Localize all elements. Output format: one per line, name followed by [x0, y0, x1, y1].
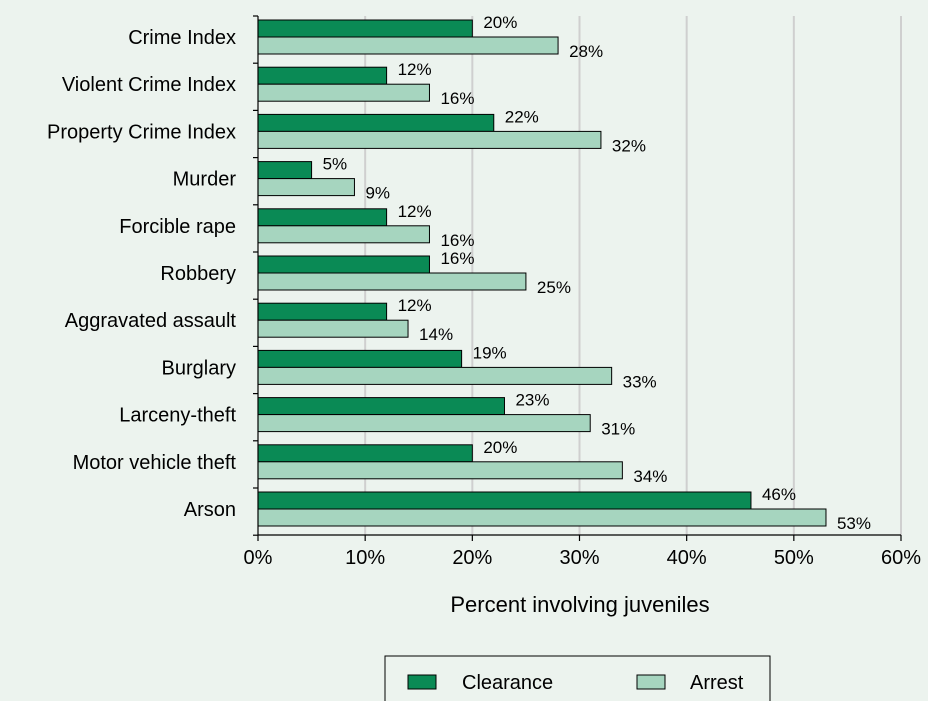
bar-clearance-larceny-theft [257, 397, 505, 416]
bar-clearance-crime-index [257, 19, 473, 38]
bar-clearance-burglary [257, 349, 463, 368]
bar-clearance-arson [257, 491, 752, 510]
data-label-clearance-crime-index: 20% [483, 13, 517, 32]
data-label-clearance-arson: 46% [762, 485, 796, 504]
bar-arrest-murder [257, 178, 355, 197]
category-label-burglary: Burglary [162, 357, 236, 379]
bar-clearance-robbery [257, 255, 430, 274]
bar-arrest-motor-vehicle-theft [257, 461, 623, 480]
data-label-arrest-aggravated-assault: 14% [419, 325, 453, 344]
legend-label-clearance: Clearance [462, 672, 553, 694]
bar-arrest-crime-index [257, 36, 559, 55]
data-label-clearance-property-crime-index: 22% [505, 107, 539, 126]
data-label-clearance-aggravated-assault: 12% [398, 296, 432, 315]
legend-swatch-arrest [636, 674, 666, 690]
bar-clearance-violent-crime-index [257, 66, 388, 85]
legend-box [384, 655, 771, 701]
bar-arrest-larceny-theft [257, 414, 591, 433]
category-label-violent-crime-index: Violent Crime Index [62, 74, 236, 96]
bar-arrest-property-crime-index [257, 130, 602, 149]
legend-swatch-clearance [407, 674, 437, 690]
x-tick-label: 60% [881, 547, 921, 569]
x-axis-title: Percent involving juveniles [450, 592, 709, 617]
data-label-clearance-murder: 5% [323, 155, 348, 174]
data-label-clearance-larceny-theft: 23% [515, 391, 549, 410]
axes [253, 15, 902, 541]
bar-arrest-arson [257, 508, 827, 527]
data-label-arrest-robbery: 25% [537, 278, 571, 297]
data-label-clearance-violent-crime-index: 12% [398, 60, 432, 79]
data-label-clearance-motor-vehicle-theft: 20% [483, 438, 517, 457]
category-label-property-crime-index: Property Crime Index [47, 121, 236, 143]
legend: Clearance Arrest [384, 655, 771, 701]
data-label-arrest-property-crime-index: 32% [612, 136, 646, 155]
data-label-clearance-forcible-rape: 12% [398, 202, 432, 221]
data-label-clearance-robbery: 16% [440, 249, 474, 268]
category-label-motor-vehicle-theft: Motor vehicle theft [73, 452, 237, 474]
category-label-murder: Murder [173, 169, 237, 191]
category-label-larceny-theft: Larceny-theft [119, 405, 236, 427]
data-label-arrest-burglary: 33% [623, 372, 657, 391]
x-tick-label: 30% [559, 547, 599, 569]
legend-label-arrest: Arrest [690, 672, 744, 694]
data-labels: 20%28%12%16%22%32%5%9%12%16%16%25%12%14%… [323, 13, 871, 533]
bar-arrest-burglary [257, 366, 613, 385]
category-label-forcible-rape: Forcible rape [119, 216, 236, 238]
bar-clearance-murder [257, 161, 313, 180]
data-label-arrest-motor-vehicle-theft: 34% [633, 467, 667, 486]
bar-arrest-aggravated-assault [257, 319, 409, 338]
data-label-arrest-arson: 53% [837, 514, 871, 533]
x-tick-label: 0% [244, 547, 273, 569]
bars [257, 19, 827, 527]
x-tick-label: 50% [774, 547, 814, 569]
data-label-arrest-larceny-theft: 31% [601, 420, 635, 439]
data-label-arrest-crime-index: 28% [569, 42, 603, 61]
x-tick-label: 40% [667, 547, 707, 569]
tick-labels: 0% 10% 20% 30% 40% 50% 60% [244, 547, 922, 569]
category-label-aggravated-assault: Aggravated assault [65, 310, 237, 332]
bar-arrest-robbery [257, 272, 527, 291]
data-label-arrest-forcible-rape: 16% [440, 231, 474, 250]
bar-clearance-property-crime-index [257, 113, 495, 132]
category-label-arson: Arson [184, 499, 236, 521]
category-label-crime-index: Crime Index [128, 27, 236, 49]
data-label-clearance-burglary: 19% [473, 343, 507, 362]
bar-arrest-violent-crime-index [257, 83, 430, 102]
category-labels: Crime Index Violent Crime Index Property C… [47, 27, 236, 521]
bar-clearance-motor-vehicle-theft [257, 444, 473, 463]
bar-arrest-forcible-rape [257, 225, 430, 244]
x-tick-label: 10% [345, 547, 385, 569]
x-tick-label: 20% [452, 547, 492, 569]
category-label-robbery: Robbery [160, 263, 236, 285]
bar-clearance-aggravated-assault [257, 302, 388, 321]
bar-clearance-forcible-rape [257, 208, 388, 227]
data-label-arrest-murder: 9% [365, 184, 390, 203]
data-label-arrest-violent-crime-index: 16% [440, 89, 474, 108]
